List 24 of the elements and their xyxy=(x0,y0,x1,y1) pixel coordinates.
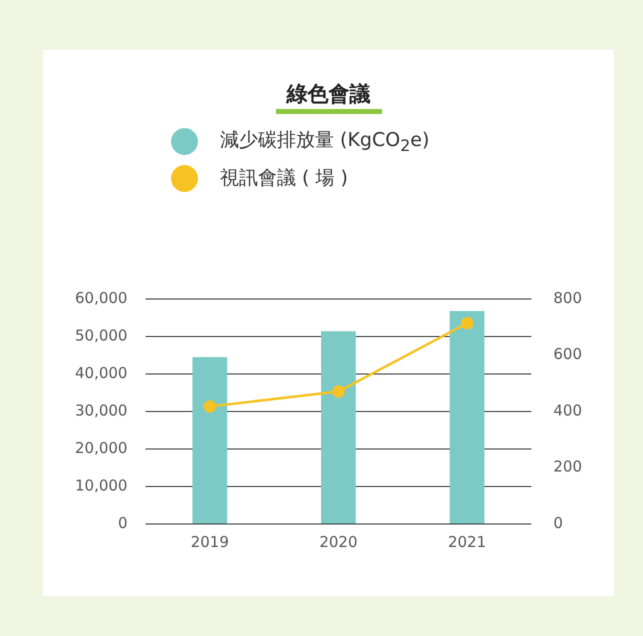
legend-label: 減少碳排放量 (KgCO$_{2}$e) xyxy=(220,128,430,155)
y-tick-label: 10,000 xyxy=(74,476,128,494)
x-tick-label: 2021 xyxy=(448,532,486,551)
point xyxy=(204,400,216,413)
y2-tick-label: 200 xyxy=(553,458,582,476)
y-tick-label: 50,000 xyxy=(74,326,128,344)
y2-tick-label: 400 xyxy=(553,401,582,420)
y2-tick-label: 800 xyxy=(553,288,582,307)
y-tick-label: 40,000 xyxy=(74,364,128,382)
x-tick-label: 2019 xyxy=(190,532,229,551)
bar xyxy=(450,311,484,524)
y-tick-label: 60,000 xyxy=(74,288,128,307)
legend-label: 視訊會議 ( 場 ) xyxy=(220,166,348,191)
chart-title: 綠色會議 xyxy=(286,82,370,106)
y-tick-label: 30,000 xyxy=(74,401,128,420)
bar xyxy=(192,357,228,524)
y2-tick-label: 0 xyxy=(553,514,563,532)
y2-tick-label: 600 xyxy=(553,345,582,364)
bar xyxy=(321,331,356,524)
y-tick-label: 20,000 xyxy=(74,438,128,457)
y-tick-label: 0 xyxy=(118,514,128,532)
point xyxy=(332,385,345,398)
x-tick-label: 2020 xyxy=(319,532,358,551)
point xyxy=(460,316,474,330)
